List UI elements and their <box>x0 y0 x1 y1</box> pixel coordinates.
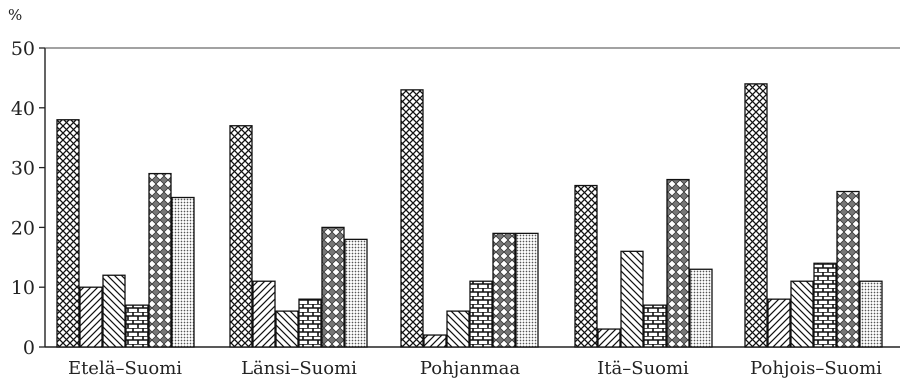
bar-crosshatch <box>400 89 424 348</box>
bar-group <box>229 125 368 348</box>
y-tick-label: 30 <box>11 158 35 180</box>
bar-diamond <box>836 190 860 348</box>
bar-diagonal-up <box>252 280 276 348</box>
bar-dotted <box>689 268 713 348</box>
x-category-label: Itä–Suomi <box>597 358 689 379</box>
chart-labels: % 0 10 20 30 40 50 Etelä–Suomi Länsi–Suomi Pohjan… <box>8 6 882 379</box>
bar-diagonal-down <box>102 274 126 348</box>
bar-crosshatch <box>56 119 80 348</box>
bar-brick <box>125 304 149 348</box>
bar-diagonal-down <box>446 310 470 348</box>
y-unit-label: % <box>8 6 22 24</box>
y-tick-label: 20 <box>11 217 35 239</box>
y-tick-label: 40 <box>11 98 35 120</box>
bar-diamond <box>666 178 690 348</box>
chart-bars <box>56 83 883 348</box>
bar-diagonal-down <box>790 280 814 348</box>
bar-dotted <box>344 238 368 348</box>
bar-diamond <box>492 232 516 348</box>
bar-group <box>574 178 713 348</box>
bar-diagonal-up <box>423 334 447 348</box>
x-category-label: Pohjanmaa <box>420 358 521 379</box>
bar-group <box>400 89 539 348</box>
bar-dotted <box>515 232 539 348</box>
bar-diagonal-down <box>275 310 299 348</box>
bar-crosshatch <box>744 83 768 348</box>
y-tick-label: 0 <box>23 337 35 359</box>
bar-group <box>56 119 195 348</box>
bar-brick <box>643 304 667 348</box>
bar-crosshatch <box>229 125 253 348</box>
bar-crosshatch <box>574 184 598 348</box>
bar-brick <box>469 280 493 348</box>
bar-dotted <box>859 280 883 348</box>
x-category-label: Länsi–Suomi <box>241 358 357 379</box>
bar-brick <box>298 298 322 348</box>
x-category-label: Etelä–Suomi <box>68 358 182 379</box>
bar-diagonal-up <box>597 328 621 348</box>
bar-diagonal-up <box>767 298 791 348</box>
bar-diagonal-up <box>79 286 103 348</box>
y-tick-label: 10 <box>11 277 35 299</box>
bar-diamond <box>148 172 172 348</box>
bar-dotted <box>171 196 195 348</box>
bar-diamond <box>321 226 345 348</box>
y-tick-label: 50 <box>11 38 35 60</box>
bar-brick <box>813 262 837 348</box>
x-category-label: Pohjois–Suomi <box>750 358 882 379</box>
bar-group <box>744 83 883 348</box>
bar-diagonal-down <box>620 250 644 348</box>
